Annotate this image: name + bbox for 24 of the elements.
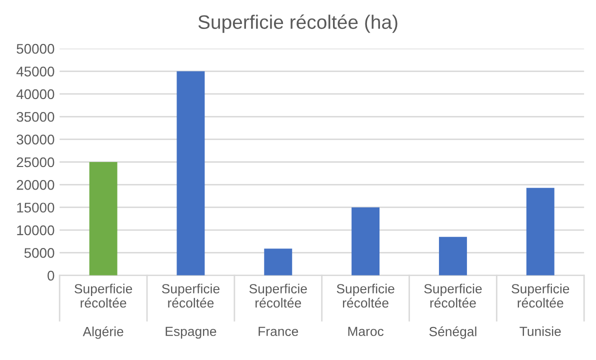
bar <box>89 162 118 276</box>
y-tick-label: 10000 <box>17 225 54 236</box>
y-tick-label: 50000 <box>16 44 54 54</box>
chart-title: Superficie récoltée (ha) <box>198 14 398 33</box>
y-tick-label: 15000 <box>17 202 54 213</box>
category-label: Superficie récoltée Espagne <box>162 284 220 339</box>
category-label: Superficie récoltée Algérie <box>74 284 132 339</box>
y-tick-label: 30000 <box>16 134 54 144</box>
y-tick-label: 40000 <box>16 89 54 100</box>
bar <box>264 248 292 276</box>
y-tick-label: 0 <box>48 270 54 281</box>
y-tick-label: 25000 <box>16 157 54 168</box>
bar <box>352 207 380 276</box>
category-label: Superficie récoltée Maroc <box>336 284 394 336</box>
category-label: Superficie récoltée Sénégal <box>424 284 482 339</box>
y-tick-label: 45000 <box>16 66 54 76</box>
category-label: Superficie récoltée Tunisie <box>512 284 570 336</box>
y-tick-label: 35000 <box>16 112 54 122</box>
bar <box>526 188 554 276</box>
y-tick-label: 5000 <box>24 248 54 258</box>
category-label: Superficie récoltée France <box>249 284 307 336</box>
bar <box>438 236 467 276</box>
y-tick-label: 20000 <box>16 180 54 190</box>
bar <box>176 71 205 276</box>
